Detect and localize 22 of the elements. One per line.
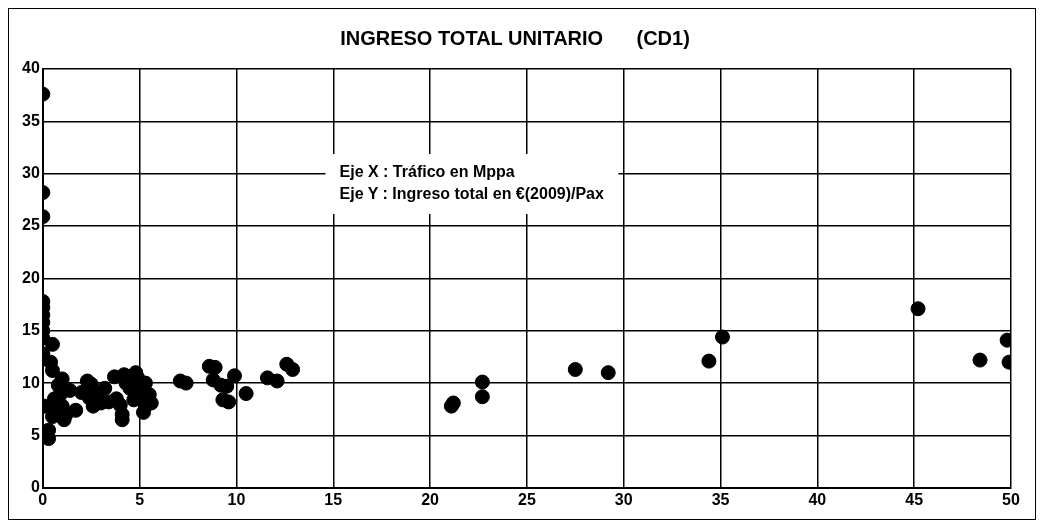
chart-title: INGRESO TOTAL UNITARIO (CD1) bbox=[340, 26, 690, 49]
x-tick-label: 30 bbox=[614, 490, 633, 508]
y-tick-label: 25 bbox=[22, 216, 40, 234]
y-tick-label: 10 bbox=[22, 373, 40, 391]
x-tick-label: 45 bbox=[905, 490, 924, 508]
y-tick-label: 30 bbox=[22, 164, 40, 182]
y-tick-label: 35 bbox=[22, 111, 40, 129]
x-tick-label: 50 bbox=[1002, 490, 1020, 508]
x-tick-label: 40 bbox=[808, 490, 827, 508]
y-tick-label: 40 bbox=[22, 59, 40, 77]
y-tick-label: 20 bbox=[22, 268, 40, 286]
x-tick-label: 35 bbox=[711, 490, 730, 508]
x-tick-label: 10 bbox=[227, 490, 246, 508]
y-tick-label: 5 bbox=[30, 425, 40, 443]
annotation: Eje X : Tráfico en Mppa bbox=[339, 163, 515, 181]
y-tick-label: 0 bbox=[30, 478, 40, 496]
x-tick-label: 5 bbox=[135, 490, 145, 508]
y-tick-label: 15 bbox=[22, 321, 40, 339]
annotation: Eje Y : Ingreso total en €(2009)/Pax bbox=[339, 185, 605, 203]
x-tick-label: 20 bbox=[421, 490, 440, 508]
x-tick-label: 15 bbox=[324, 490, 343, 508]
x-tick-label: 25 bbox=[518, 490, 536, 508]
